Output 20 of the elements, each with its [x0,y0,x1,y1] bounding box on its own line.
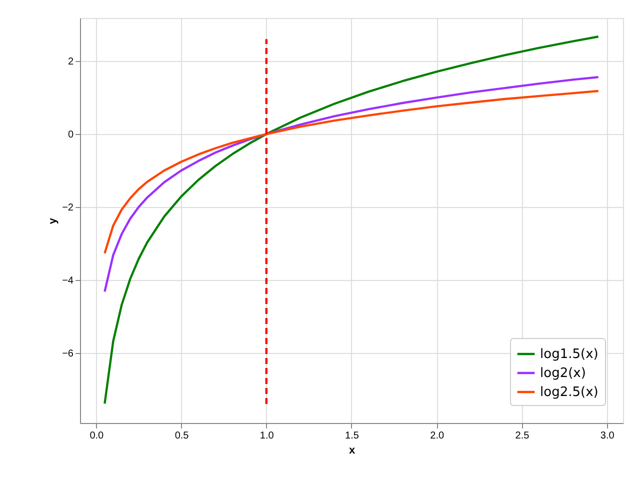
line-series [104,90,600,254]
y-tick-label: 0 [68,130,74,141]
y-axis-title: y [47,217,60,224]
y-tick-label: 2 [68,56,74,68]
line-series [104,76,600,293]
y-tick-label: −4 [62,275,74,286]
line-series [104,36,600,405]
legend-label: log1.5(x) [540,347,598,362]
x-axis-title: x [348,444,356,456]
x-tick-label: 0.5 [174,430,190,442]
x-tick-label: 2.0 [430,430,444,442]
legend-label: log2.5(x) [540,385,598,400]
x-tick-label: 1.0 [260,430,274,442]
x-tick-label: 3.0 [600,430,615,442]
legend-label: log2(x) [540,366,586,381]
y-tick-label: −2 [62,202,74,214]
x-tick-label: 1.5 [345,430,360,442]
x-tick-label: 2.5 [515,430,530,442]
x-tick-label: 0.0 [90,430,104,442]
y-tick-label: −6 [62,348,74,360]
